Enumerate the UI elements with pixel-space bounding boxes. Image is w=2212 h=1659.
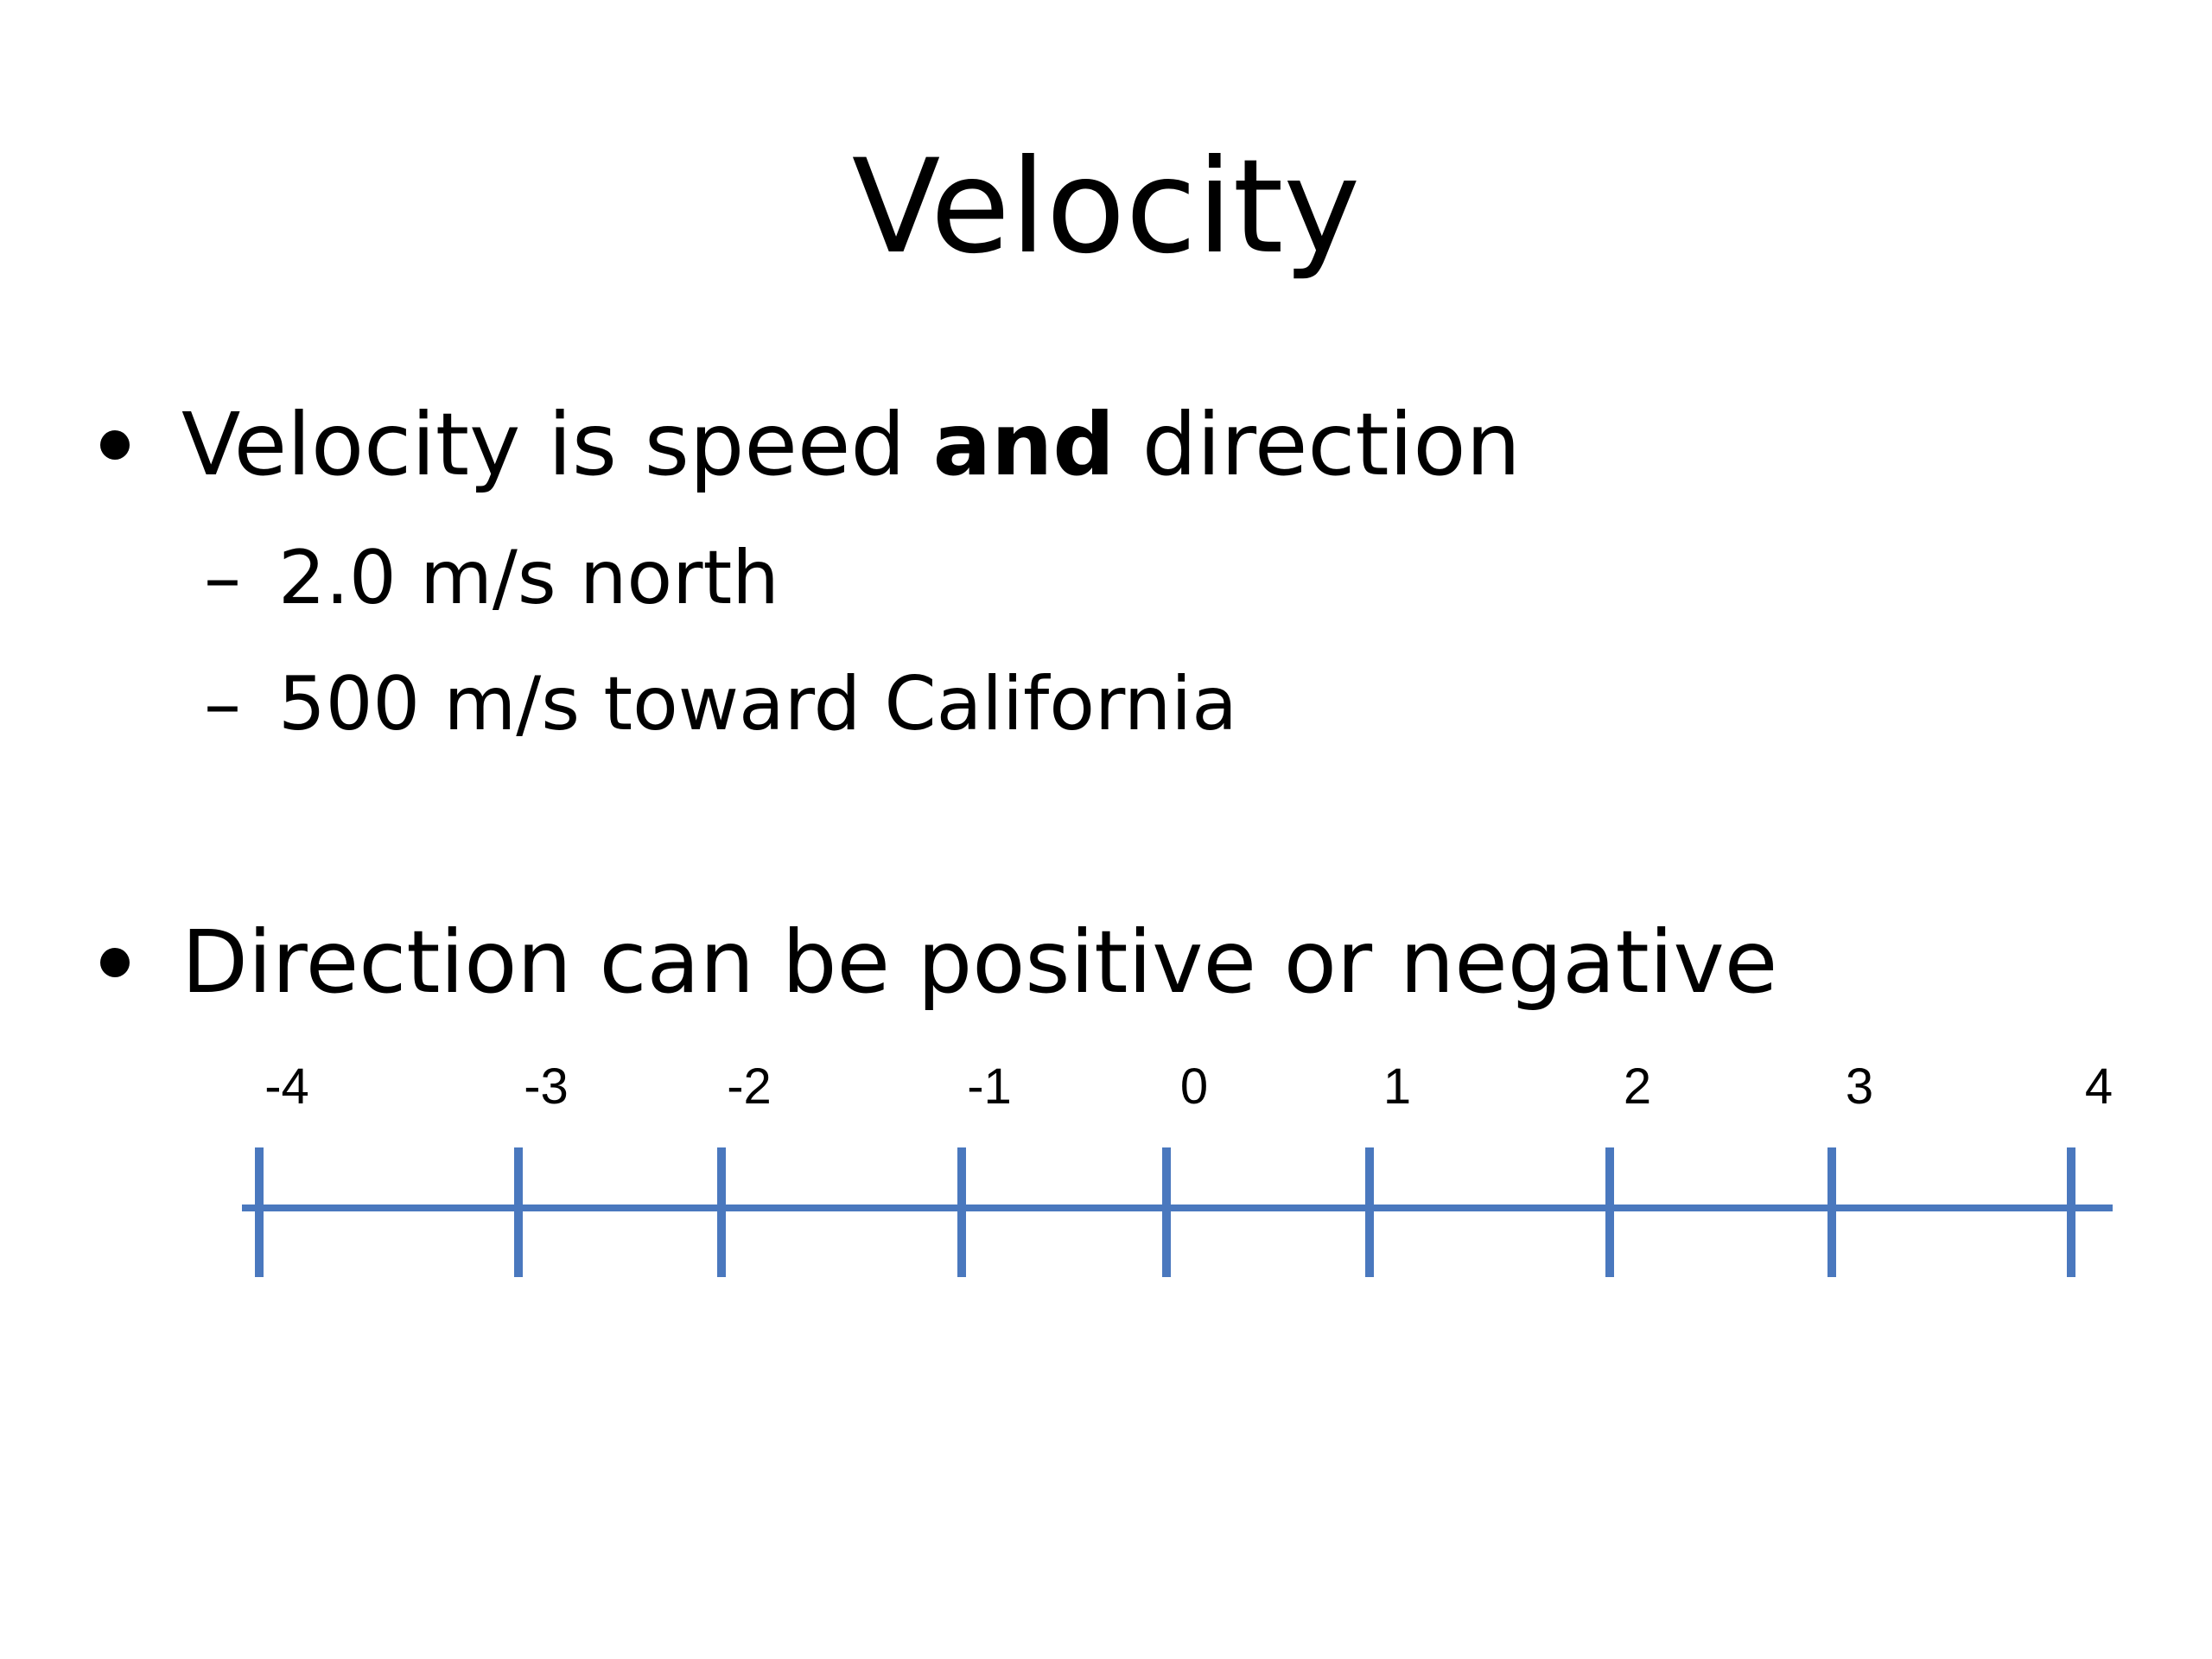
number-line-tick-label: -3 bbox=[524, 1058, 569, 1115]
number-line-tick-label: 4 bbox=[2085, 1058, 2113, 1115]
number-line-labels: -4 -3 -2 -1 0 1 2 3 4 bbox=[264, 1058, 2113, 1115]
number-line-ticks bbox=[255, 1147, 2075, 1277]
bullet-dot-icon bbox=[100, 948, 130, 977]
sub-dash-1: – bbox=[204, 535, 241, 621]
sub-dash-2: – bbox=[204, 661, 241, 747]
bullet-text-bold: and bbox=[932, 394, 1115, 495]
subitem-california: 500 m/s toward California bbox=[278, 661, 1237, 747]
number-line-tick-label: 2 bbox=[1624, 1058, 1651, 1115]
number-line-tick-label: 3 bbox=[1846, 1058, 1873, 1115]
number-line-tick-label: -4 bbox=[264, 1058, 309, 1115]
bullet-dot-icon bbox=[100, 430, 130, 460]
bullet-velocity-definition: Velocity is speed and direction bbox=[181, 393, 1521, 497]
number-line-tick-label: -2 bbox=[727, 1058, 772, 1115]
number-line-tick-label: 0 bbox=[1180, 1058, 1208, 1115]
number-line-tick-label: 1 bbox=[1383, 1058, 1411, 1115]
bullet-direction: Direction can be positive or negative bbox=[181, 912, 1778, 1013]
bullet-text-before: Velocity is speed bbox=[181, 394, 933, 495]
subitem-north: 2.0 m/s north bbox=[278, 535, 779, 621]
bullet-text-after: direction bbox=[1114, 394, 1521, 495]
slide-title: Velocity bbox=[851, 132, 1361, 283]
number-line-tick-label: -1 bbox=[967, 1058, 1012, 1115]
